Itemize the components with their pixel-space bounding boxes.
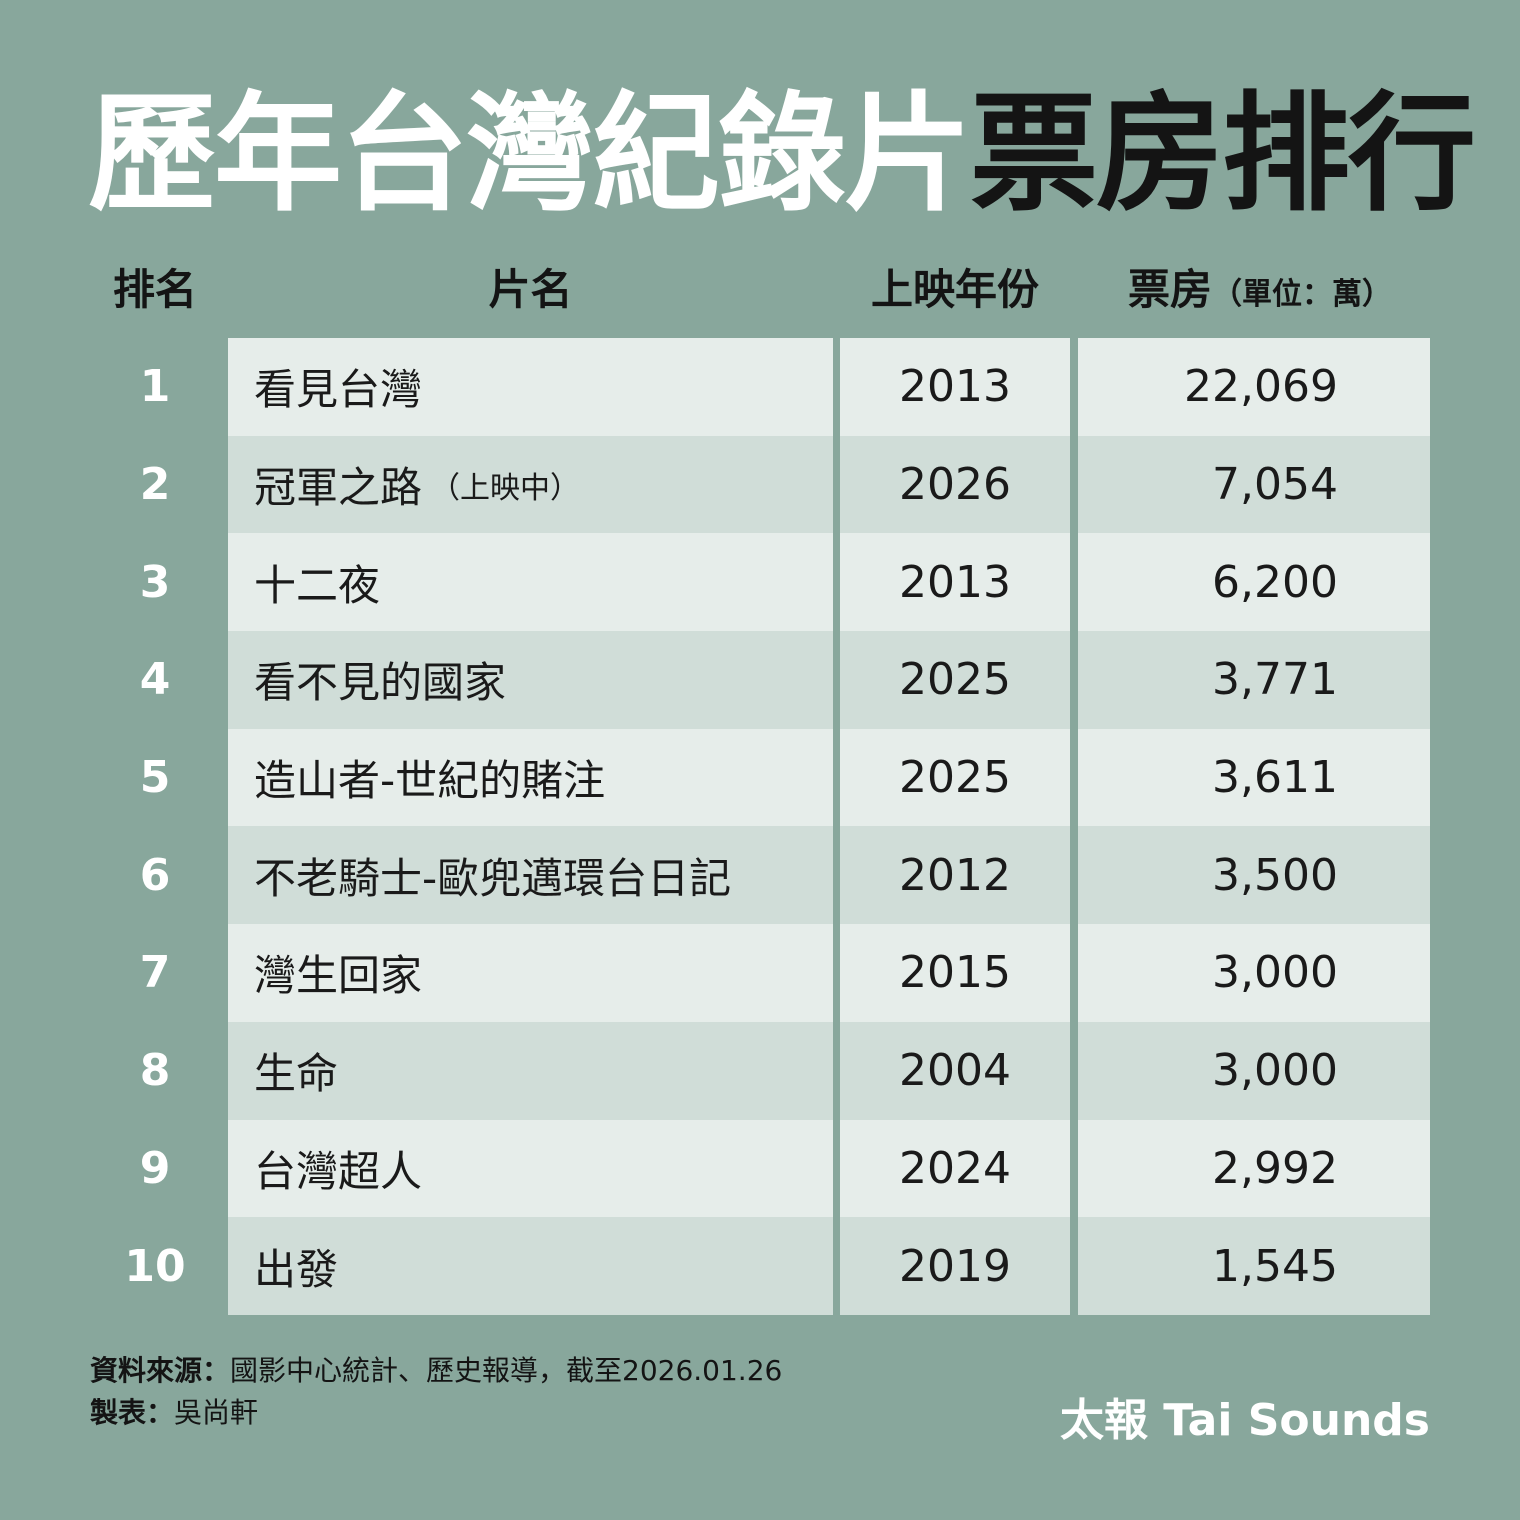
source-line: 資料來源：國影中心統計、歷史報導，截至2026.01.26 bbox=[90, 1350, 782, 1392]
film-title: 冠軍之路 bbox=[254, 463, 423, 513]
maker-text: 吳尚軒 bbox=[174, 1396, 259, 1429]
box-office-cell: 3,611 bbox=[1078, 728, 1430, 827]
film-title: 十二夜 bbox=[254, 560, 381, 610]
year-cell: 2024 bbox=[840, 1119, 1070, 1218]
title-white-part: 歷年台灣紀錄片 bbox=[88, 80, 972, 229]
year-cell: 2013 bbox=[840, 533, 1070, 632]
title-black-part: 票房排行 bbox=[970, 80, 1476, 229]
year-cell: 2013 bbox=[840, 338, 1070, 436]
year-cell: 2004 bbox=[840, 1021, 1070, 1120]
rank-cell: 7 bbox=[139, 947, 171, 999]
box-office-cell: 3,500 bbox=[1078, 826, 1430, 925]
box-office-cell: 3,000 bbox=[1078, 924, 1430, 1022]
title-cell: 造山者-世紀的賭注 bbox=[228, 728, 833, 827]
brand-logo: 太報 Tai Sounds bbox=[1059, 1395, 1430, 1446]
maker-line: 製表：吳尚軒 bbox=[90, 1392, 782, 1434]
box-office-cell: 2,992 bbox=[1078, 1119, 1430, 1218]
rank-cell: 1 bbox=[139, 361, 171, 413]
box-office-cell: 22,069 bbox=[1078, 338, 1430, 436]
box-office-cell: 1,545 bbox=[1078, 1217, 1430, 1315]
table-row: 4 看不見的國家 2025 3,771 bbox=[90, 631, 1430, 729]
title-cell: 出發 bbox=[228, 1217, 833, 1315]
box-office-cell: 6,200 bbox=[1078, 533, 1430, 632]
source-text: 國影中心統計、歷史報導，截至2026.01.26 bbox=[230, 1354, 783, 1387]
film-title: 造山者-世紀的賭注 bbox=[254, 756, 606, 806]
title-cell: 看見台灣 bbox=[228, 338, 833, 436]
rank-cell: 3 bbox=[139, 556, 171, 608]
rank-cell: 10 bbox=[124, 1240, 186, 1292]
year-cell: 2019 bbox=[840, 1217, 1070, 1315]
rank-cell: 2 bbox=[139, 459, 171, 511]
title-cell: 台灣超人 bbox=[228, 1119, 833, 1218]
title-cell: 十二夜 bbox=[228, 533, 833, 632]
table-row: 3 十二夜 2013 6,200 bbox=[90, 533, 1430, 632]
table-row: 10 出發 2019 1,545 bbox=[90, 1217, 1430, 1315]
page-title: 歷年台灣紀錄片票房排行 bbox=[88, 80, 1476, 230]
header-box-office: 票房（單位：萬） bbox=[1100, 258, 1420, 322]
header-name: 片名 bbox=[488, 265, 573, 314]
box-office-cell: 7,054 bbox=[1078, 435, 1430, 534]
title-cell: 生命 bbox=[228, 1021, 833, 1120]
year-cell: 2015 bbox=[840, 924, 1070, 1022]
table-row: 1 看見台灣 2013 22,069 bbox=[90, 338, 1430, 436]
rank-cell: 9 bbox=[139, 1142, 171, 1194]
year-cell: 2026 bbox=[840, 435, 1070, 534]
year-cell: 2012 bbox=[840, 826, 1070, 925]
film-title: 不老騎士-歐兜邁環台日記 bbox=[254, 853, 732, 903]
table-row: 9 台灣超人 2024 2,992 bbox=[90, 1119, 1430, 1218]
header-box-unit: （單位：萬） bbox=[1212, 277, 1392, 312]
film-title: 看見台灣 bbox=[254, 365, 423, 415]
title-cell: 不老騎士-歐兜邁環台日記 bbox=[228, 826, 833, 925]
rank-cell: 5 bbox=[139, 752, 171, 804]
title-cell: 灣生回家 bbox=[228, 924, 833, 1022]
rank-cell: 6 bbox=[139, 849, 171, 901]
box-office-cell: 3,000 bbox=[1078, 1021, 1430, 1120]
footer-credits: 資料來源：國影中心統計、歷史報導，截至2026.01.26 製表：吳尚軒 bbox=[90, 1350, 782, 1434]
ranking-table: 1 看見台灣 2013 22,069 2 冠軍之路 （上映中） 2026 7,054 3 十二夜 20… bbox=[90, 338, 1430, 1315]
film-title: 出發 bbox=[254, 1244, 339, 1294]
source-label: 資料來源： bbox=[90, 1354, 231, 1387]
year-cell: 2025 bbox=[840, 631, 1070, 729]
film-title: 生命 bbox=[254, 1049, 339, 1099]
table-row: 8 生命 2004 3,000 bbox=[90, 1021, 1430, 1120]
header-rank: 排名 bbox=[112, 265, 197, 314]
title-cell: 看不見的國家 bbox=[228, 631, 833, 729]
box-office-cell: 3,771 bbox=[1078, 631, 1430, 729]
table-row: 2 冠軍之路 （上映中） 2026 7,054 bbox=[90, 435, 1430, 534]
table-row: 7 灣生回家 2015 3,000 bbox=[90, 924, 1430, 1022]
rank-cell: 8 bbox=[139, 1045, 171, 1097]
year-cell: 2025 bbox=[840, 728, 1070, 827]
film-title: 看不見的國家 bbox=[254, 658, 507, 708]
rank-cell: 4 bbox=[139, 654, 171, 706]
title-cell: 冠軍之路 （上映中） bbox=[228, 435, 833, 534]
table-row: 5 造山者-世紀的賭注 2025 3,611 bbox=[90, 728, 1430, 827]
film-title: 灣生回家 bbox=[254, 951, 423, 1001]
header-box-label: 票房 bbox=[1127, 265, 1212, 314]
maker-label: 製表： bbox=[90, 1396, 175, 1429]
header-year: 上映年份 bbox=[870, 265, 1039, 314]
film-title: 台灣超人 bbox=[254, 1146, 423, 1196]
table-row: 6 不老騎士-歐兜邁環台日記 2012 3,500 bbox=[90, 826, 1430, 925]
film-note: （上映中） bbox=[430, 470, 581, 506]
